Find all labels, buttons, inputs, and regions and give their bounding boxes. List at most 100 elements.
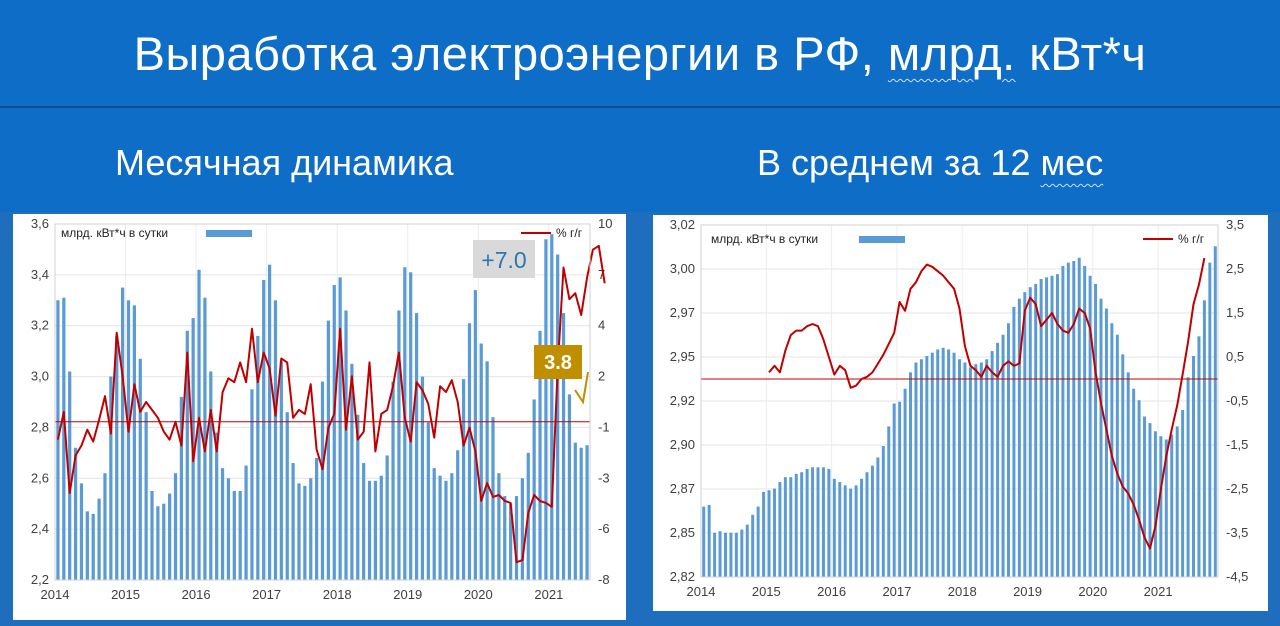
bar-mark xyxy=(996,342,1000,577)
bar-mark xyxy=(876,457,880,577)
bar-mark xyxy=(338,277,342,580)
x-tick-label: 2017 xyxy=(252,587,281,602)
bar-mark xyxy=(1208,262,1212,577)
bar-mark xyxy=(1115,334,1119,577)
x-tick-label: 2015 xyxy=(752,584,781,599)
avg-yoy-callout-box xyxy=(534,345,582,379)
legend-bars-swatch xyxy=(206,230,252,237)
bar-mark xyxy=(309,478,313,580)
page-title: Выработка электроэнергии в РФ, млрд. кВт… xyxy=(0,26,1280,81)
avg-yoy-callout-text: 3.8 xyxy=(544,352,572,374)
bar-mark xyxy=(450,473,454,580)
bar-mark xyxy=(1099,298,1103,577)
bar-mark xyxy=(85,511,89,580)
bar-mark xyxy=(1083,265,1087,577)
bar-mark xyxy=(827,468,831,577)
bar-mark xyxy=(1034,283,1038,577)
subtitle-12m-text: В среднем за 12 xyxy=(757,142,1031,183)
bar-mark xyxy=(1181,410,1185,577)
bar-mark xyxy=(958,359,961,577)
bar-mark xyxy=(898,401,902,577)
bar-mark xyxy=(1143,416,1147,577)
bar-mark xyxy=(56,300,60,580)
bar-mark xyxy=(1072,261,1076,577)
bar-mark xyxy=(1170,434,1174,577)
bar-mark xyxy=(514,496,519,580)
y-right-tick-label: -4,5 xyxy=(1226,569,1248,584)
bar-mark xyxy=(936,349,940,577)
bar-mark xyxy=(789,477,793,577)
yoy-series-line xyxy=(768,257,1206,550)
bar-mark xyxy=(751,514,755,577)
bar-mark xyxy=(947,349,951,577)
bar-mark xyxy=(762,491,766,577)
bar-mark xyxy=(356,414,360,580)
avg-yoy-check-mark xyxy=(574,371,589,405)
y-left-tick-label: 2,4 xyxy=(31,521,49,536)
bar-mark xyxy=(273,300,278,580)
bar-mark xyxy=(538,330,542,580)
yoy-series-line xyxy=(56,244,606,564)
title-text: Выработка электроэнергии в РФ, xyxy=(133,27,875,80)
bar-mark xyxy=(432,468,436,580)
bar-mark xyxy=(1132,388,1136,577)
bar-mark xyxy=(1012,306,1016,577)
bar-mark xyxy=(1121,354,1125,577)
bar-mark xyxy=(226,478,231,580)
bar-mark xyxy=(1148,423,1152,577)
bar-mark xyxy=(279,361,283,580)
bar-mark xyxy=(550,234,554,580)
bar-mark xyxy=(843,485,847,577)
bar-mark xyxy=(854,485,858,577)
bar-mark xyxy=(1061,265,1065,577)
y-left-tick-label: 2,6 xyxy=(31,470,49,485)
bar-mark xyxy=(963,362,967,577)
latest-yoy-callout-text: +7.0 xyxy=(481,247,526,273)
bar-mark xyxy=(244,465,248,580)
bar-mark xyxy=(561,313,566,580)
y-right-tick-label: -8 xyxy=(598,572,610,587)
bar-mark xyxy=(1192,355,1196,577)
bar-mark xyxy=(756,506,760,577)
plot-area-border xyxy=(54,223,591,581)
bar-mark xyxy=(930,352,934,577)
bar-mark xyxy=(62,297,66,580)
bar-mark xyxy=(968,367,972,577)
y-left-tick-label: 2,2 xyxy=(31,572,49,587)
bar-mark xyxy=(745,524,749,577)
bar-mark xyxy=(952,352,956,577)
bar-mark xyxy=(767,490,771,577)
y-left-tick-label: 3,00 xyxy=(670,261,695,276)
x-tick-label: 2021 xyxy=(1144,584,1173,599)
bar-mark xyxy=(461,379,466,580)
bar-mark xyxy=(467,323,472,580)
bar-mark xyxy=(285,412,289,580)
bar-mark xyxy=(800,472,804,577)
y-right-tick-label: 0,5 xyxy=(1226,349,1244,364)
bar-mark xyxy=(362,463,366,580)
bar-mark xyxy=(120,287,125,580)
legend-bars-label: млрд. кВт*ч в сутки xyxy=(711,232,818,246)
bar-mark xyxy=(97,498,101,580)
bar-mark xyxy=(821,467,825,577)
bar-mark xyxy=(865,472,869,577)
x-tick-label: 2014 xyxy=(41,587,70,602)
bar-mark xyxy=(332,285,336,580)
x-tick-label: 2018 xyxy=(323,587,352,602)
bar-mark xyxy=(444,480,448,580)
bar-mark xyxy=(138,358,142,580)
bar-mark xyxy=(1006,323,1010,577)
y-right-tick-label: 10 xyxy=(598,216,612,231)
latest-yoy-callout-box xyxy=(473,240,535,278)
x-tick-label: 2019 xyxy=(1013,584,1042,599)
bar-mark xyxy=(326,320,330,580)
bar-mark xyxy=(267,264,272,580)
bar-mark xyxy=(109,376,113,580)
title-unit-underlined: млрд. xyxy=(887,27,1016,80)
y-left-tick-label: 3,2 xyxy=(31,318,49,333)
bar-mark xyxy=(778,482,782,577)
bar-mark xyxy=(783,477,787,577)
x-tick-label: 2016 xyxy=(817,584,846,599)
bar-mark xyxy=(150,491,154,580)
y-left-tick-label: 3,0 xyxy=(31,369,49,384)
